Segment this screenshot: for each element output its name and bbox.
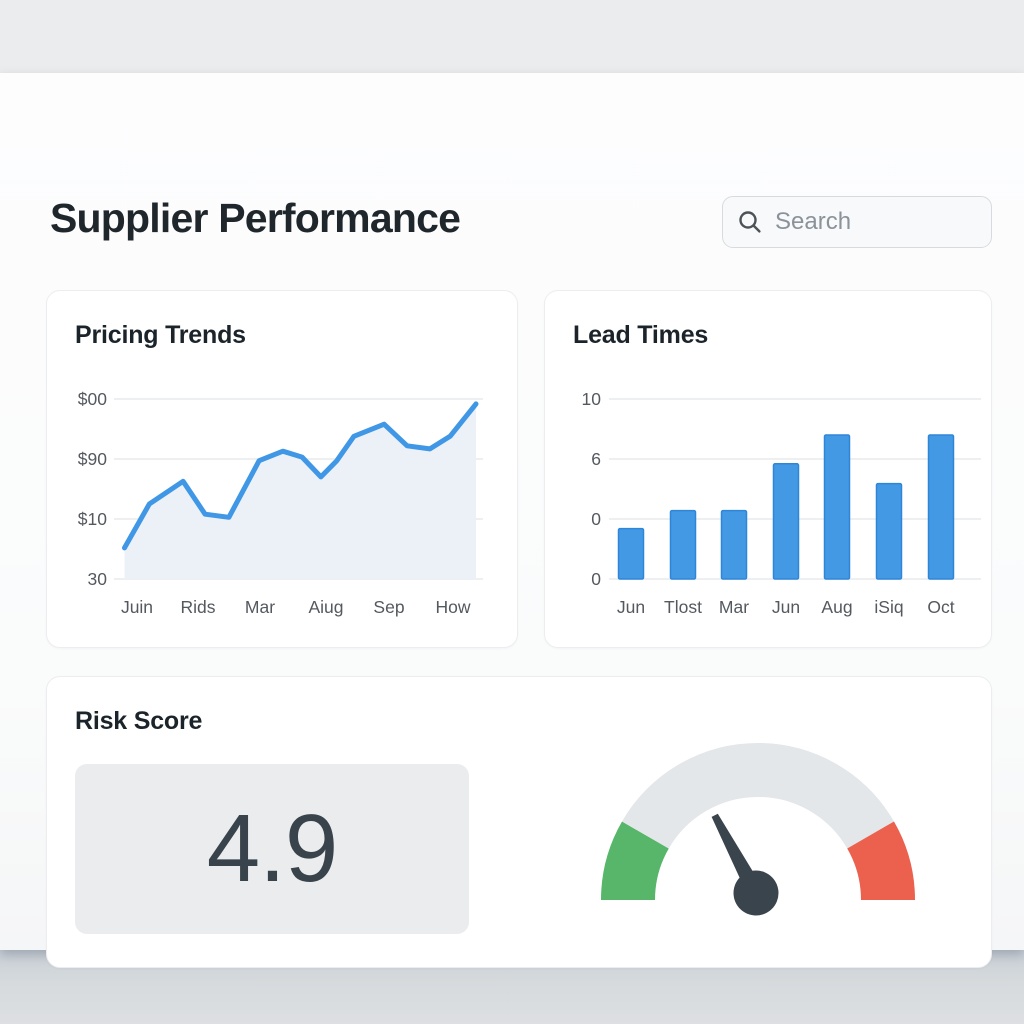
svg-text:6: 6 xyxy=(591,449,601,469)
lead-times-chart: 10 6 0 0 Jun Tlost Mar Jun Aug iSiq Oct xyxy=(582,389,981,617)
svg-text:$10: $10 xyxy=(78,509,107,529)
svg-text:$00: $00 xyxy=(78,389,107,409)
risk-score-title: Risk Score xyxy=(75,707,203,735)
svg-text:Rids: Rids xyxy=(180,597,215,617)
svg-text:Aug: Aug xyxy=(821,597,852,617)
svg-text:Tlost: Tlost xyxy=(664,597,702,617)
svg-text:10: 10 xyxy=(582,389,602,409)
svg-text:Mar: Mar xyxy=(245,597,275,617)
top-strip xyxy=(0,0,1024,74)
svg-text:Jun: Jun xyxy=(772,597,800,617)
pricing-trends-card: Pricing Trends $00 $90 $10 30 Juin Rids Mar Aiu… xyxy=(46,290,518,648)
svg-text:Juin: Juin xyxy=(121,597,153,617)
svg-text:Jun: Jun xyxy=(617,597,645,617)
pricing-trends-title: Pricing Trends xyxy=(75,321,246,349)
search-input[interactable] xyxy=(773,207,977,237)
svg-text:0: 0 xyxy=(591,569,601,589)
svg-text:$90: $90 xyxy=(78,449,107,469)
svg-text:Oct: Oct xyxy=(927,597,954,617)
page-title: Supplier Performance xyxy=(50,195,461,241)
pricing-trends-chart: $00 $90 $10 30 Juin Rids Mar Aiug Sep How xyxy=(78,389,483,617)
svg-text:iSiq: iSiq xyxy=(874,597,903,617)
svg-text:0: 0 xyxy=(591,509,601,529)
risk-gauge xyxy=(601,743,915,916)
risk-score-box: 4.9 xyxy=(75,764,469,934)
svg-text:30: 30 xyxy=(88,569,108,589)
svg-text:Sep: Sep xyxy=(373,597,404,617)
search-icon xyxy=(739,211,761,233)
risk-score-card: Risk Score 4.9 xyxy=(46,676,992,968)
main-panel: Supplier Performance Pricing Trends $00$… xyxy=(0,73,1024,968)
lead-times-card: Lead Times 10 6 0 0 Jun Tlost Mar Jun Aug iSiq Oct xyxy=(544,290,992,648)
svg-text:How: How xyxy=(435,597,470,617)
svg-text:Aiug: Aiug xyxy=(308,597,343,617)
svg-text:Mar: Mar xyxy=(719,597,749,617)
risk-score-value: 4.9 xyxy=(206,795,338,902)
search-box[interactable] xyxy=(722,196,992,248)
lead-times-title: Lead Times xyxy=(573,321,709,349)
